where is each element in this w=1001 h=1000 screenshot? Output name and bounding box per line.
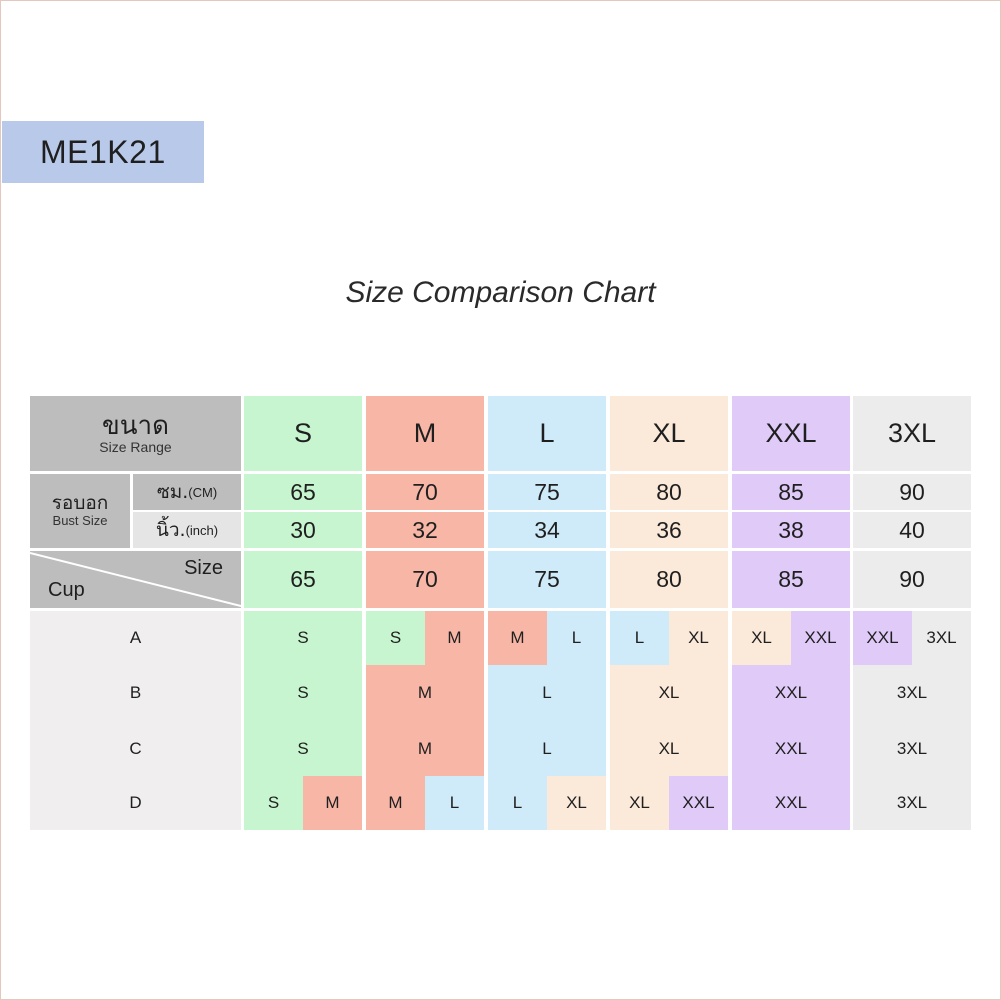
unit-cm-th: ซม.: [156, 481, 189, 503]
size-range-header: ขนาด Size Range: [30, 396, 241, 471]
cup-b-cell: L: [488, 665, 606, 721]
cup-size-l: 75: [488, 551, 606, 608]
cup-size-xxl: 85: [732, 551, 850, 608]
bust-size-th: รอบอก: [51, 492, 109, 515]
cup-d-cell: S: [244, 776, 303, 830]
product-code-badge: ME1K21: [2, 121, 204, 183]
cup-a-cell: 3XL: [912, 611, 971, 665]
cup-a-cell: L: [610, 611, 669, 665]
cup-a-cell: L: [547, 611, 606, 665]
bust-cm-s: 65: [244, 474, 362, 510]
cup-label-column: [30, 611, 241, 830]
cup-row-label-c: C: [129, 738, 142, 758]
cup-b-cell: XXL: [732, 665, 850, 721]
cup-size-3xl: 90: [853, 551, 971, 608]
size-header-3xl: 3XL: [853, 396, 971, 471]
cup-row-label-a: A: [129, 628, 142, 647]
bust-inch-s: 30: [244, 512, 362, 548]
cup-a-cell: XL: [732, 611, 791, 665]
cup-c-cell: M: [366, 721, 484, 776]
bust-cm-xl: 80: [610, 474, 728, 510]
size-range-en: Size Range: [99, 439, 172, 456]
cup-c-cell: XXL: [732, 721, 850, 776]
cup-c-cell: 3XL: [853, 721, 971, 776]
size-header-s: S: [244, 396, 362, 471]
size-range-th: ขนาด: [101, 410, 170, 441]
cup-d-cell: L: [425, 776, 484, 830]
cup-size-xl: 80: [610, 551, 728, 608]
diagonal-divider: [30, 552, 241, 607]
cup-size-s: 65: [244, 551, 362, 608]
size-header-m: M: [366, 396, 484, 471]
product-code: ME1K21: [40, 133, 166, 170]
bust-inch-xl: 36: [610, 512, 728, 548]
cup-b-cell: 3XL: [853, 665, 971, 721]
bust-inch-m: 32: [366, 512, 484, 548]
cup-a-cell: XXL: [791, 611, 850, 665]
unit-inch-en: (inch): [185, 522, 219, 538]
cup-c-cell: S: [244, 721, 362, 776]
cup-a-cell: S: [366, 611, 425, 665]
cup-d-cell: XL: [547, 776, 606, 830]
unit-inch-label: นิ้ว. (inch): [133, 512, 241, 548]
size-cup-header: Size Cup: [30, 551, 241, 608]
cup-row-label-d: D: [129, 793, 142, 812]
cup-label: Cup: [48, 579, 85, 601]
bust-size-label: รอบอก Bust Size: [30, 474, 130, 548]
cup-a-cell: M: [425, 611, 484, 665]
cup-d-cell: L: [488, 776, 547, 830]
cup-size-m: 70: [366, 551, 484, 608]
size-header-l: L: [488, 396, 606, 471]
bust-cm-l: 75: [488, 474, 606, 510]
cup-a-cell: XL: [669, 611, 728, 665]
size-header-xl: XL: [610, 396, 728, 471]
unit-inch-th: นิ้ว.: [155, 519, 186, 541]
bust-inch-xxl: 38: [732, 512, 850, 548]
cup-row-label-b: B: [129, 683, 142, 702]
bust-cm-m: 70: [366, 474, 484, 510]
cup-a-cell: S: [244, 611, 362, 665]
cup-d-cell: XXL: [732, 776, 850, 830]
cup-d-cell: M: [303, 776, 362, 830]
unit-cm-label: ซม. (CM): [133, 474, 241, 510]
bust-size-en: Bust Size: [52, 513, 108, 529]
size-header-xxl: XXL: [732, 396, 850, 471]
cup-d-cell: XXL: [669, 776, 728, 830]
cup-b-cell: M: [366, 665, 484, 721]
cup-d-cell: 3XL: [853, 776, 971, 830]
cup-c-cell: L: [488, 721, 606, 776]
bust-inch-l: 34: [488, 512, 606, 548]
size-label: Size: [184, 557, 223, 579]
chart-title: Size Comparison Chart: [345, 276, 656, 309]
cup-d-cell: XL: [610, 776, 669, 830]
bust-cm-3xl: 90: [853, 474, 971, 510]
cup-d-cell: M: [366, 776, 425, 830]
cup-b-cell: XL: [610, 665, 728, 721]
cup-a-cell: XXL: [853, 611, 912, 665]
bust-cm-xxl: 85: [732, 474, 850, 510]
cup-c-cell: XL: [610, 721, 728, 776]
cup-a-cell: M: [488, 611, 547, 665]
unit-cm-en: (CM): [188, 484, 218, 500]
bust-inch-3xl: 40: [853, 512, 971, 548]
cup-b-cell: S: [244, 665, 362, 721]
